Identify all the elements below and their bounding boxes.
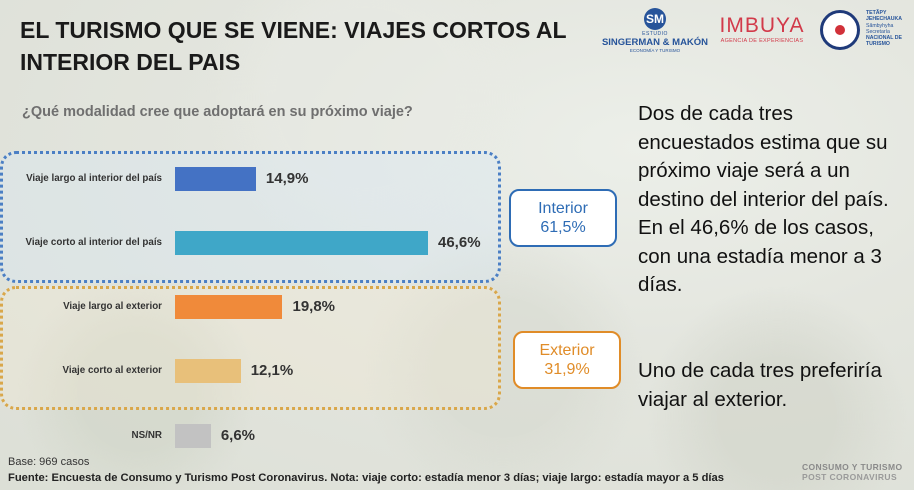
imbuya-sub: AGENCIA DE EXPERIENCIAS [720,38,804,44]
insight-paragraph-exterior: Uno de cada tres preferiría viajar al ex… [638,359,882,411]
senatur-line: Secretaría [866,28,890,35]
survey-question: ¿Qué modalidad cree que adoptará en su p… [22,104,413,120]
interior-summary-box: Interior 61,5% [509,189,617,247]
bar-value-label: 46,6% [438,234,481,251]
exterior-summary-value: 31,9% [544,361,590,378]
senatur-line: NACIONAL DE [866,35,902,42]
bar-value-label: 14,9% [265,170,309,187]
sm-monogram-icon: SM [644,8,666,30]
bar [175,231,428,255]
bar [175,424,211,448]
paraguay-seal-icon [820,10,860,50]
bar-value-label: 19,8% [292,298,336,315]
bar-value-label: 12,1% [250,362,294,379]
slide-title: EL TURISMO QUE SE VIENE: VIAJES CORTOS A… [20,17,567,75]
bar-category-label: Viaje corto al interior del país [25,237,162,248]
bar [175,167,256,191]
bar-category-label: Viaje corto al exterior [62,365,162,376]
senatur-line: Sãmbyhyha [866,22,894,29]
logo-bar: SM ESTUDIO SINGERMAN & MAKÓN ECONOMÍA Y … [596,6,906,64]
exterior-summary-box: Exterior 31,9% [513,331,621,389]
interior-summary-label: Interior [538,200,588,217]
senatur-logo: TETÃPY JEHECHAUKA Sãmbyhyha Secretaría N… [866,10,906,48]
imbuya-name: IMBUYA [719,14,805,37]
insight-paragraph-interior: Dos de cada tres encuestados estima que … [638,102,889,296]
bar-value-label: 6,6% [220,427,256,444]
bar [175,295,283,319]
singerman-makon-logo: SM ESTUDIO SINGERMAN & MAKÓN ECONOMÍA Y … [596,6,714,64]
bar-category-label: NS/NR [131,430,162,441]
sample-base: Base: 969 casos [8,456,90,468]
singerman-sub: ECONOMÍA Y TURISMO [629,48,681,53]
bar [175,359,241,383]
senatur-line: JEHECHAUKA [866,16,903,23]
senatur-line: TETÃPY [866,10,887,16]
bar-category-label: Viaje largo al interior del país [26,173,162,184]
interior-summary-value: 61,5% [540,219,586,236]
singerman-small-text: ESTUDIO [642,31,668,37]
bar-category-label: Viaje largo al exterior [63,301,162,312]
exterior-summary-label: Exterior [539,342,595,359]
imbuya-logo: IMBUYA AGENCIA DE EXPERIENCIAS [714,14,810,44]
brand-line-1: CONSUMO Y TURISMO [802,462,903,472]
brand-line-2: POST CORONAVIRUS [802,472,898,482]
source-note: Fuente: Encuesta de Consumo y Turismo Po… [8,472,724,484]
campaign-brand: CONSUMO Y TURISMO POST CORONAVIRUS [802,462,902,482]
singerman-name: SINGERMAN & MAKÓN [601,37,709,48]
senatur-line: TURISMO [866,41,890,48]
